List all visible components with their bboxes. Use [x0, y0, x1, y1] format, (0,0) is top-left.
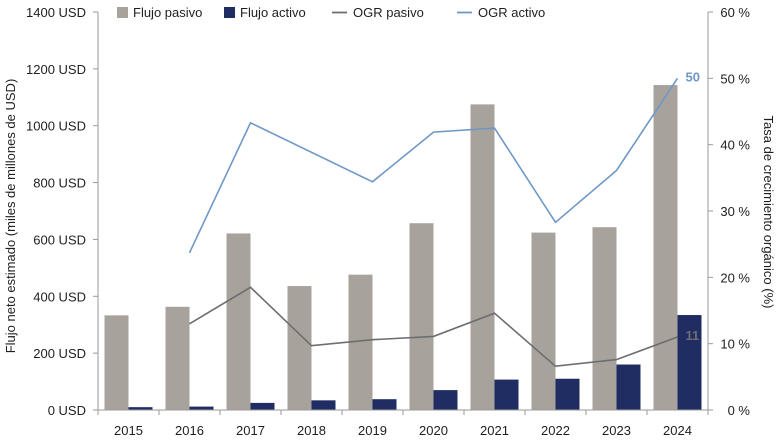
x-tick-label: 2017 — [236, 423, 265, 438]
legend-label-ogr-pasivo: OGR pasivo — [353, 5, 424, 20]
bar-flujo-pasivo-2015 — [104, 315, 129, 410]
y-tick-label: 0 USD — [48, 403, 86, 418]
y-tick-label: 1000 USD — [26, 119, 86, 134]
bar-flujo-pasivo-2023 — [592, 227, 617, 410]
bar-flujo-pasivo-2018 — [287, 286, 312, 410]
bar-flujo-activo-2024 — [677, 315, 702, 410]
y2-axis-title: Tasa de crecimiento orgánico (%) — [761, 116, 776, 309]
bar-flujo-pasivo-2016 — [165, 306, 190, 410]
bar-flujo-activo-2018 — [311, 400, 336, 410]
line-ogr-pasivo — [189, 286, 678, 368]
bar-flujo-pasivo-2021 — [470, 104, 495, 411]
axes-layer: 0 USD 200 USD 400 USD 600 USD 800 USD 1000 US… — [26, 5, 750, 438]
bar-flujo-pasivo-2024 — [653, 85, 678, 410]
bar-flujo-activo-2016 — [189, 406, 214, 410]
x-tick-label: 2024 — [663, 423, 692, 438]
y2-tick-label: 50 % — [720, 71, 750, 86]
x-tick-label: 2019 — [358, 423, 387, 438]
bar-flujo-pasivo-2022 — [531, 232, 556, 410]
bars-layer — [104, 85, 702, 411]
y-tick-label: 600 USD — [33, 232, 86, 247]
legend-swatch-flujo-activo — [224, 7, 235, 18]
bar-flujo-activo-2020 — [433, 390, 458, 410]
y-tick-label: 200 USD — [33, 346, 86, 361]
bar-flujo-activo-2022 — [555, 378, 580, 410]
line-ogr-activo — [188, 77, 679, 254]
x-tick-label: 2022 — [541, 423, 570, 438]
x-tick-label: 2016 — [175, 423, 204, 438]
annotation-ogr-pasivo: 11 — [686, 328, 700, 343]
bar-flujo-activo-2021 — [494, 379, 519, 410]
y-tick-label: 400 USD — [33, 289, 86, 304]
lines-layer: 50 11 — [188, 69, 700, 368]
legend-label-flujo-activo: Flujo activo — [240, 5, 306, 20]
y-axis-title: Flujo neto estimado (miles de millones d… — [3, 79, 18, 354]
y2-tick-label: 10 % — [720, 337, 750, 352]
bar-flujo-activo-2017 — [250, 402, 275, 410]
legend-swatch-flujo-pasivo — [117, 7, 128, 18]
y2-tick-label: 40 % — [720, 138, 750, 153]
x-tick-label: 2015 — [114, 423, 143, 438]
legend-label-ogr-activo: OGR activo — [478, 5, 545, 20]
y-tick-label: 1400 USD — [26, 5, 86, 20]
bar-flujo-pasivo-2020 — [409, 223, 434, 410]
bar-flujo-activo-2015 — [128, 407, 153, 410]
y2-tick-label: 20 % — [720, 270, 750, 285]
legend-label-flujo-pasivo: Flujo pasivo — [133, 5, 202, 20]
x-tick-label: 2021 — [480, 423, 509, 438]
bar-flujo-pasivo-2017 — [226, 233, 251, 410]
y-tick-label: 800 USD — [33, 176, 86, 191]
bar-flujo-activo-2019 — [372, 399, 397, 410]
legend: Flujo pasivo Flujo activo OGR pasivo OGR ac… — [117, 5, 545, 20]
y-tick-label: 1200 USD — [26, 62, 86, 77]
bar-flujo-activo-2023 — [616, 364, 641, 410]
y2-tick-label: 60 % — [720, 5, 750, 20]
annotation-ogr-activo: 50 — [686, 69, 700, 84]
x-tick-label: 2023 — [602, 423, 631, 438]
x-tick-label: 2020 — [419, 423, 448, 438]
y2-tick-label: 0 % — [728, 403, 751, 418]
x-tick-label: 2018 — [297, 423, 326, 438]
y2-tick-label: 30 % — [720, 204, 750, 219]
